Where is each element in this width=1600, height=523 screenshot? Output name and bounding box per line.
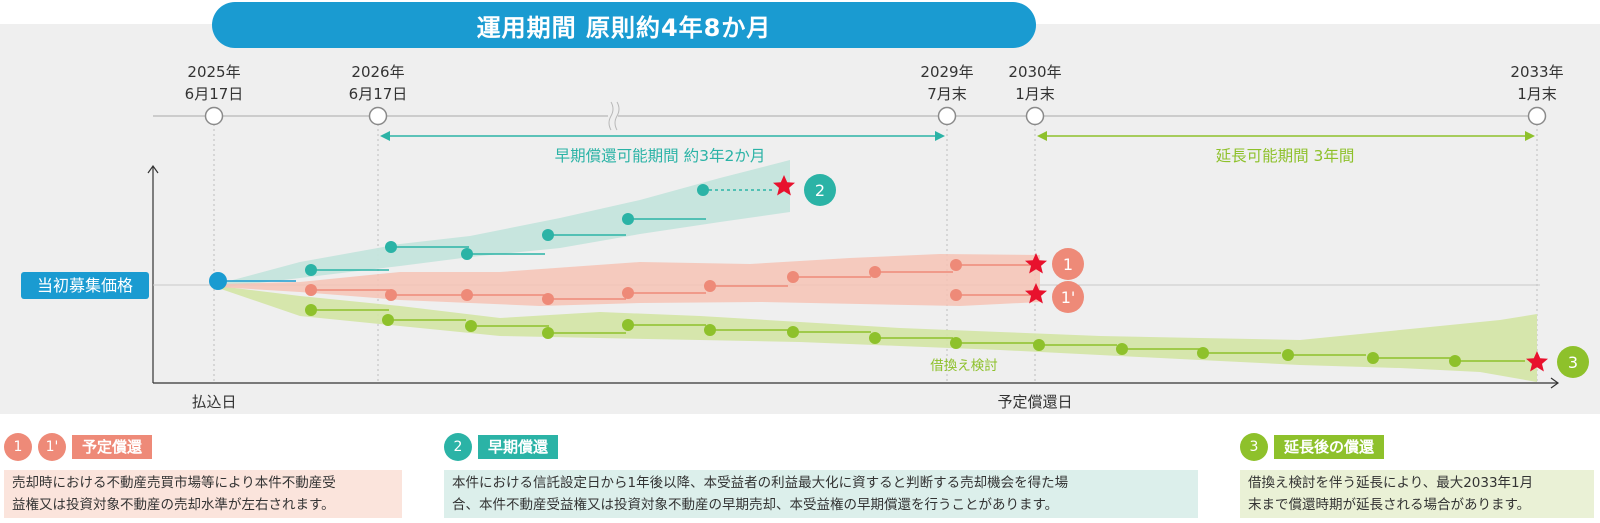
- legend-description: 借換え検討を伴う延長により、最大2033年1月 末まで償還時期が延長される場合が…: [1240, 470, 1594, 518]
- initial-price-dot: [209, 272, 227, 290]
- scheduled-redemption-band: [218, 254, 1040, 306]
- badge-2: 2: [444, 433, 472, 461]
- legend-title: 早期償還: [478, 435, 559, 459]
- chart-axes: [147, 164, 1560, 389]
- early-period-label: 早期償還可能期間 約3年2か月: [555, 147, 766, 165]
- legend-line: 益権又は投資対象不動産の売却水準が左右されます。: [12, 497, 335, 513]
- svg-text:2: 2: [815, 181, 825, 200]
- marker-1p: 1': [1052, 281, 1084, 313]
- svg-text:1: 1: [1063, 255, 1073, 274]
- badge-3: 3: [1240, 433, 1268, 461]
- early-redemption-path: [305, 184, 775, 276]
- timeline-nodes: [204, 106, 1547, 126]
- legend-title: 予定償還: [72, 435, 153, 459]
- star-icon-2: [773, 175, 795, 196]
- legend-line: 売却時における不動産売買市場等により本件不動産受: [12, 475, 336, 491]
- star-icon-3: [1526, 351, 1548, 372]
- date-year-2030: 2030年: [1008, 63, 1061, 81]
- date-year-2026: 2026年: [351, 63, 404, 81]
- scheduled-redemption-path-1p: [385, 287, 1030, 305]
- svg-text:1': 1': [1061, 288, 1076, 307]
- timeline-diagram: 2025年 6月17日 2026年 6月17日 2029年 7月末 2030年 …: [21, 63, 1589, 411]
- svg-text:3: 3: [1568, 353, 1578, 372]
- legend-line: 合、本件不動産受益権又は投資対象不動産の早期売却、本受益権の早期償還を行うことが…: [452, 497, 1059, 513]
- scheduled-redemption-date-label: 予定償還日: [997, 393, 1072, 411]
- timeline-break-icon: [608, 101, 620, 131]
- star-icon-1p: [1025, 283, 1047, 304]
- legend-description: 売却時における不動産売買市場等により本件不動産受 益権又は投資対象不動産の売却水…: [4, 470, 402, 518]
- legend-line: 本件における信託設定日から1年後以降、本受益者の利益最大化に資すると判断する売却…: [452, 475, 1069, 491]
- date-day-2029: 7月末: [927, 85, 967, 103]
- period-title-banner: 運用期間 原則約4年8か月: [212, 2, 1036, 48]
- legend-extension: 3 延長後の償還 借換え検討を伴う延長により、最大2033年1月 末まで償還時期…: [1240, 432, 1596, 518]
- marker-1: 1: [1052, 248, 1084, 280]
- legend-early: 2 早期償還 本件における信託設定日から1年後以降、本受益者の利益最大化に資する…: [444, 432, 1198, 518]
- initial-price-label-bg: [21, 272, 149, 299]
- legend-line: 末まで償還時期が延長される場合があります。: [1248, 497, 1531, 513]
- date-year-2025: 2025年: [187, 63, 240, 81]
- payment-date-label: 払込日: [191, 393, 236, 411]
- badge-1p: 1': [38, 433, 66, 461]
- date-year-2033: 2033年: [1510, 63, 1563, 81]
- date-day-2026: 6月17日: [349, 85, 408, 103]
- date-day-2030: 1月末: [1015, 85, 1055, 103]
- badge-1: 1: [4, 433, 32, 461]
- early-period-arrow: [380, 131, 945, 141]
- date-year-2029: 2029年: [920, 63, 973, 81]
- star-icon-1: [1025, 253, 1047, 274]
- marker-2: 2: [804, 174, 836, 206]
- early-redemption-band: [218, 160, 790, 288]
- refinance-label: 借換え検討: [930, 358, 998, 374]
- date-day-2033: 1月末: [1517, 85, 1557, 103]
- marker-3: 3: [1557, 346, 1589, 378]
- scheduled-redemption-path-1: [305, 259, 1030, 296]
- legend-line: 借換え検討を伴う延長により、最大2033年1月: [1248, 475, 1534, 491]
- extension-period-label: 延長可能期間 3年間: [1216, 147, 1355, 165]
- extension-redemption-path: [305, 304, 1525, 367]
- date-day-2025: 6月17日: [185, 85, 244, 103]
- initial-price-label: 当初募集価格: [37, 276, 133, 295]
- extension-period-arrow: [1037, 131, 1535, 141]
- legend-description: 本件における信託設定日から1年後以降、本受益者の利益最大化に資すると判断する売却…: [444, 470, 1198, 518]
- legend-scheduled: 1 1' 予定償還 売却時における不動産売買市場等により本件不動産受 益権又は投…: [4, 432, 404, 518]
- legend-title: 延長後の償還: [1274, 435, 1385, 459]
- redemption-star-icons: [773, 175, 1548, 372]
